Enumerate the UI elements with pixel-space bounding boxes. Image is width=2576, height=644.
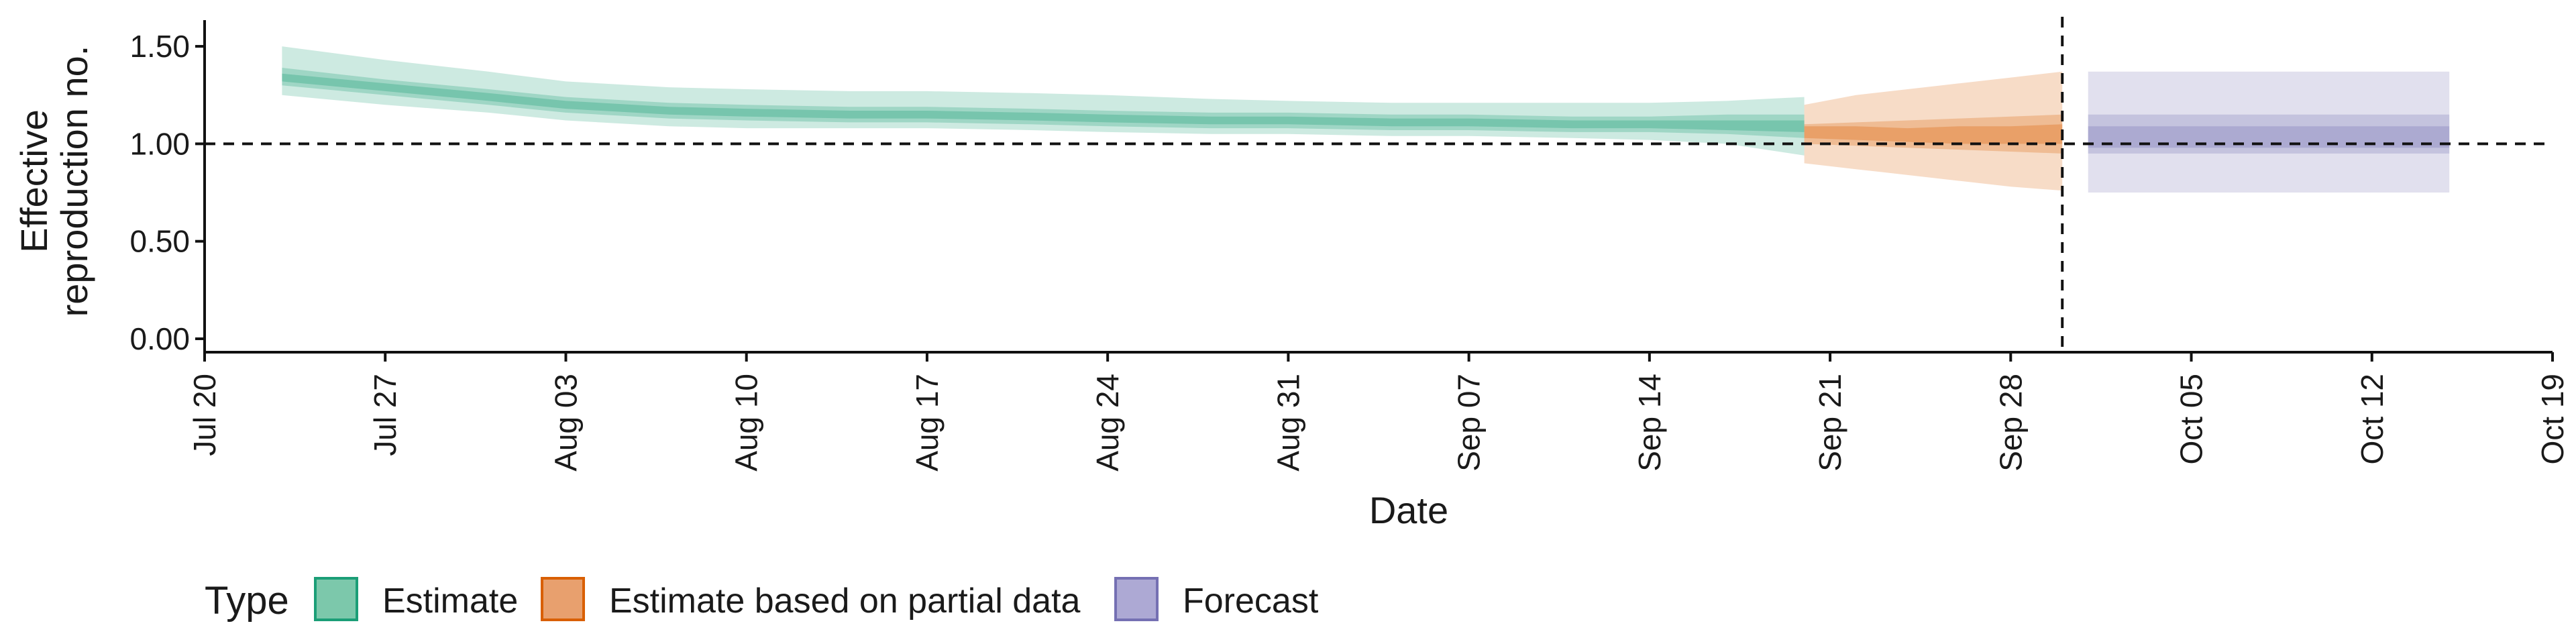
x-tick-label-5: Aug 24 [1090,374,1125,472]
y-axis-title-line-2: reproduction no. [53,46,95,317]
y-tick-label-0: 0.00 [129,321,190,356]
ribbon-layer [282,46,2450,193]
ribbon-90pct-series-2 [2088,71,2450,193]
series-0 [282,46,1805,156]
ribbon-50pct-series-0 [282,68,1805,138]
x-tick-label-2: Aug 03 [548,374,583,472]
legend-swatch-0 [314,577,358,621]
x-tick-label-11: Oct 05 [2174,374,2209,465]
x-tick-label-0: Jul 20 [187,374,222,456]
x-tick-label-3: Aug 10 [729,374,764,472]
y-tick-label-3: 1.50 [129,29,190,64]
x-tick-label-4: Aug 17 [910,374,945,472]
x-tick-label-8: Sep 14 [1632,374,1667,472]
ribbon-20pct-series-0 [282,73,1805,132]
axes: 0.00 0.50 1.00 1.50 Jul 20 Jul 27 Aug 03 Aug 10… [13,20,2570,531]
series-1 [1804,71,2063,191]
legend-swatch-2 [1114,577,1159,621]
x-axis-title: Date [1369,489,1448,531]
legend-swatch-1 [541,577,585,621]
legend-label-2: Forecast [1183,582,1319,621]
x-tick-label-7: Sep 07 [1452,374,1487,472]
x-tick-label-6: Aug 31 [1271,374,1305,472]
series-2 [2088,71,2450,193]
x-tick-label-10: Sep 28 [1993,374,2028,472]
ribbon-20pct-series-2 [2088,126,2450,148]
y-axis-title-line-1: Effective [13,109,55,253]
ribbon-90pct-series-1 [1804,71,2063,191]
ribbon-90pct-series-0 [282,46,1805,156]
x-tick-label-13: Oct 19 [2535,374,2570,465]
x-tick-label-9: Sep 21 [1813,374,1847,472]
legend-title: Type [205,579,289,623]
y-tick-label-1: 0.50 [129,224,190,259]
legend-label-1: Estimate based on partial data [609,582,1081,621]
legend-label-0: Estimate [382,582,518,621]
legend: Type Estimate Estimate based on partial da… [205,577,1319,623]
reference-lines [205,17,2553,352]
x-tick-label-1: Jul 27 [368,374,402,456]
x-tick-label-12: Oct 12 [2355,374,2390,465]
y-tick-label-2: 1.00 [129,126,190,161]
ribbon-20pct-series-1 [1804,124,2063,144]
